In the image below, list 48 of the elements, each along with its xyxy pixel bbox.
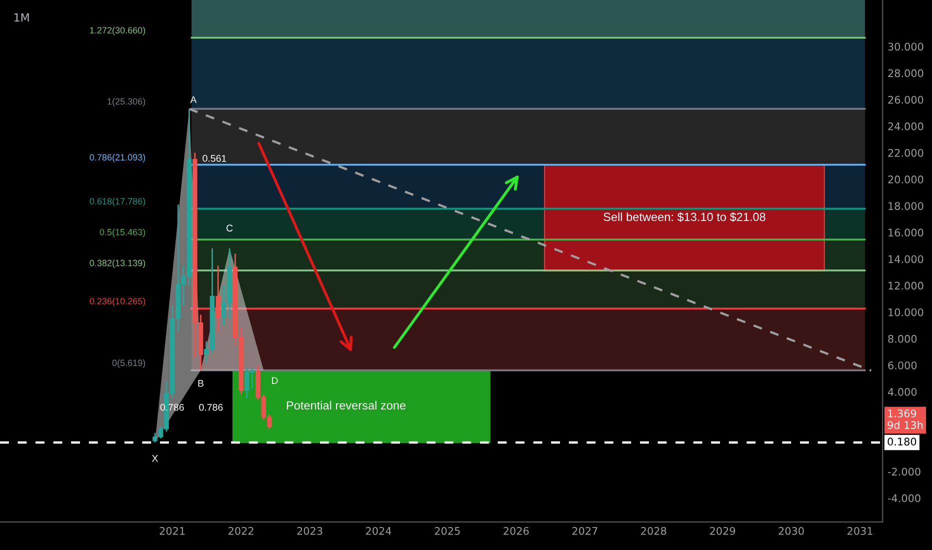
annotation: 0.561 [202, 154, 226, 162]
x-tick-label: 2028 [641, 526, 666, 535]
y-tick-label: 20.000 [888, 176, 924, 184]
y-tick-label: -2.000 [888, 468, 920, 476]
y-tick-label: 14.000 [888, 255, 924, 264]
ref-line-label: 0.382(13.139) [90, 260, 146, 268]
band-label: Sell between: $13.10 to $21.08 [604, 212, 766, 222]
ref-line-label: 1.272(30.660) [90, 26, 146, 36]
y-tick-label: 4.000 [888, 388, 917, 396]
x-tick-label: 2029 [710, 526, 736, 535]
y-tick-label: 12.000 [888, 282, 924, 290]
x-tick-label: 2023 [297, 526, 322, 535]
x-tick-label: 2026 [504, 526, 529, 535]
y-tick-label: 30.000 [888, 42, 924, 51]
ref-line-label: 0.5(15.463) [100, 228, 146, 238]
candlestick [216, 264, 220, 333]
annotation: X [152, 455, 158, 462]
ref-line-label: 0.618(17.786) [90, 198, 146, 206]
text: 1M [14, 13, 29, 22]
y-tick-label: 22.000 [888, 148, 924, 157]
annotation: B [198, 380, 204, 387]
annotation: D [272, 377, 278, 384]
y-tick-label: 10.000 [888, 308, 924, 316]
ref-line-label: 1(25.306) [108, 98, 146, 106]
ref-line-label: 0(5.619) [112, 359, 146, 368]
band-label: Potential reversal zone [286, 400, 406, 410]
ref-line-label: 0.236(10.265) [90, 298, 146, 306]
y-tick-label: 24.000 [888, 122, 924, 130]
y-tick-label: 28.000 [888, 69, 924, 78]
y-tick-label: 6.000 [888, 361, 917, 370]
ref-line-label: 0.180 [888, 438, 916, 446]
y-tick-label: 18.000 [888, 202, 924, 210]
y-tick-label: 16.000 [888, 228, 924, 237]
x-tick-label: 2031 [848, 526, 872, 535]
x-tick-label: 2022 [228, 526, 254, 535]
x-tick-label: 2025 [434, 526, 460, 535]
x-tick-label: 2024 [366, 526, 392, 535]
x-tick-label: 2030 [778, 526, 804, 535]
y-tick-label: 26.000 [888, 96, 924, 104]
annotation: 0.786 [199, 404, 223, 411]
annotation: C [226, 224, 233, 232]
text: 1.369 9d 13h [888, 409, 923, 430]
annotation: A [190, 96, 197, 104]
ref-line-label: 0.786(21.093) [90, 154, 146, 162]
x-tick-label: 2021 [160, 526, 185, 535]
y-tick-label: 8.000 [888, 334, 917, 343]
x-tick-label: 2027 [572, 526, 598, 535]
y-tick-label: -4.000 [888, 494, 920, 502]
